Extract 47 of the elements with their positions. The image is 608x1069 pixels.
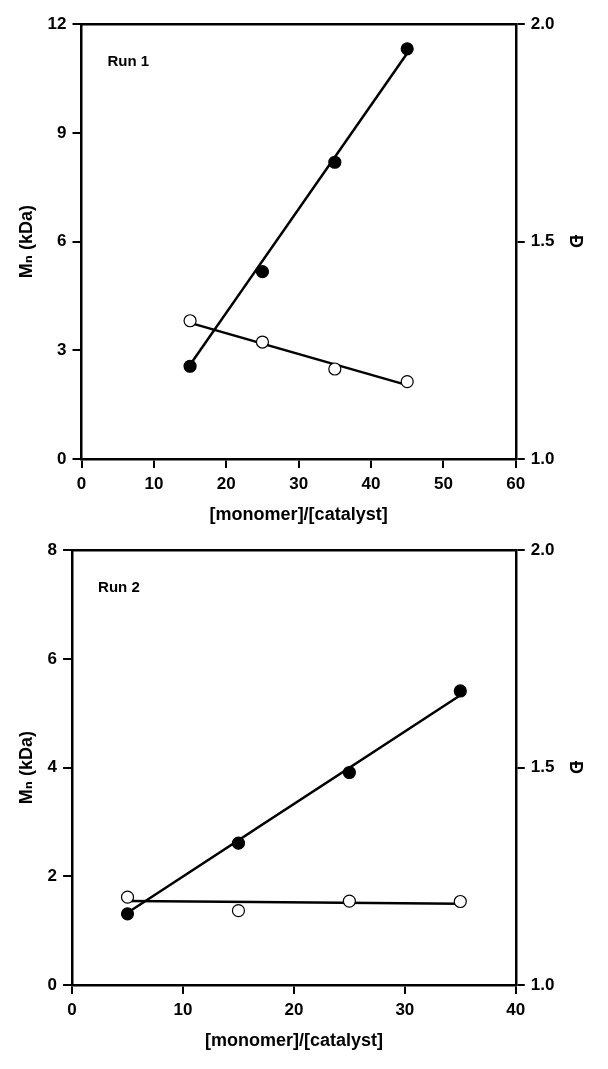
x-tick-label: 40 <box>361 473 381 493</box>
y-axis-title: Mₙ (kDa) <box>15 730 36 805</box>
y-tick-label: 0 <box>57 448 67 468</box>
x-tick-label: 30 <box>289 473 309 493</box>
point <box>453 684 467 698</box>
annotation: Run 2 <box>98 577 140 595</box>
x-tick-label: 50 <box>433 473 453 493</box>
y-tick-label: 6 <box>47 648 58 668</box>
y-tick-label: 12 <box>47 13 67 33</box>
y-tick-label: 4 <box>47 757 58 777</box>
point <box>328 155 342 169</box>
point <box>183 314 197 328</box>
x-tick-label: 10 <box>173 999 193 1019</box>
x-tick-label: 0 <box>76 473 87 493</box>
point <box>342 765 356 780</box>
y2-axis-title: Đ <box>566 235 587 249</box>
y2-tick-label: 1.0 <box>530 448 555 468</box>
y-tick-label: 9 <box>57 122 67 142</box>
point <box>120 907 135 921</box>
annotation: Run 1 <box>107 51 150 69</box>
point <box>400 375 414 389</box>
x-axis-title: [monomer]/[catalyst] <box>204 1030 383 1051</box>
x-tick-label: 20 <box>284 999 304 1019</box>
y2-tick-label: 1.5 <box>530 757 555 777</box>
x-axis-title: [monomer]/[catalyst] <box>209 504 388 525</box>
y2-axis-title: Đ <box>566 761 587 775</box>
point <box>328 362 342 376</box>
y-tick-label: 6 <box>57 231 67 251</box>
point <box>183 359 197 373</box>
x-tick-label: 10 <box>144 473 164 493</box>
y2-tick-label: 1.5 <box>530 231 555 251</box>
y-tick-label: 8 <box>47 539 58 559</box>
point <box>255 335 270 349</box>
y2-tick-label: 1.0 <box>530 974 555 994</box>
y-tick-label: 3 <box>57 339 67 359</box>
y-tick-label: 2 <box>47 865 58 885</box>
point <box>400 42 414 56</box>
y2-tick-label: 2.0 <box>530 539 555 559</box>
point <box>255 265 270 279</box>
y-axis-title: Mₙ (kDa) <box>15 204 36 279</box>
x-tick-label: 40 <box>506 999 526 1019</box>
x-tick-label: 30 <box>395 999 415 1019</box>
y2-tick-label: 2.0 <box>530 13 555 33</box>
x-tick-label: 60 <box>506 473 526 493</box>
point <box>231 836 246 850</box>
y-tick-label: 0 <box>47 974 58 994</box>
x-tick-label: 20 <box>216 473 236 493</box>
